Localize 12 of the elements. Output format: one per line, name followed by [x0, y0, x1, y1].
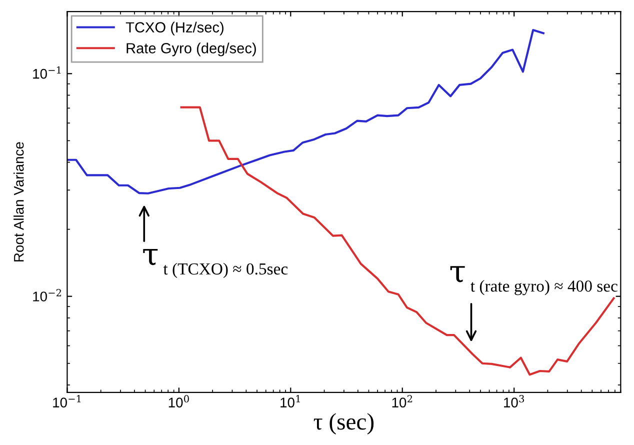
y-axis-title: Root Allan Variance: [14, 142, 24, 262]
x-axis-title: τ (sec): [314, 413, 374, 434]
x-tick-label: 10$^{3}$: [504, 395, 524, 408]
legend-label: Rate Gyro (deg/sec): [126, 42, 256, 56]
annotation: τt (rate gyro) ≈ 400 sec: [450, 266, 618, 296]
x-tick-label: 10$^{−1}$: [53, 395, 81, 408]
y-tick-label: 10$^{−2}$: [33, 289, 62, 302]
legend-label: TCXO (Hz/sec): [126, 22, 224, 36]
x-tick-label: 10$^{2}$: [392, 395, 412, 408]
x-tick-label: 10$^{0}$: [168, 395, 189, 408]
x-tick-label: 10$^{1}$: [280, 395, 300, 408]
annotation: τt (TCXO) ≈ 0.5sec: [143, 249, 288, 278]
